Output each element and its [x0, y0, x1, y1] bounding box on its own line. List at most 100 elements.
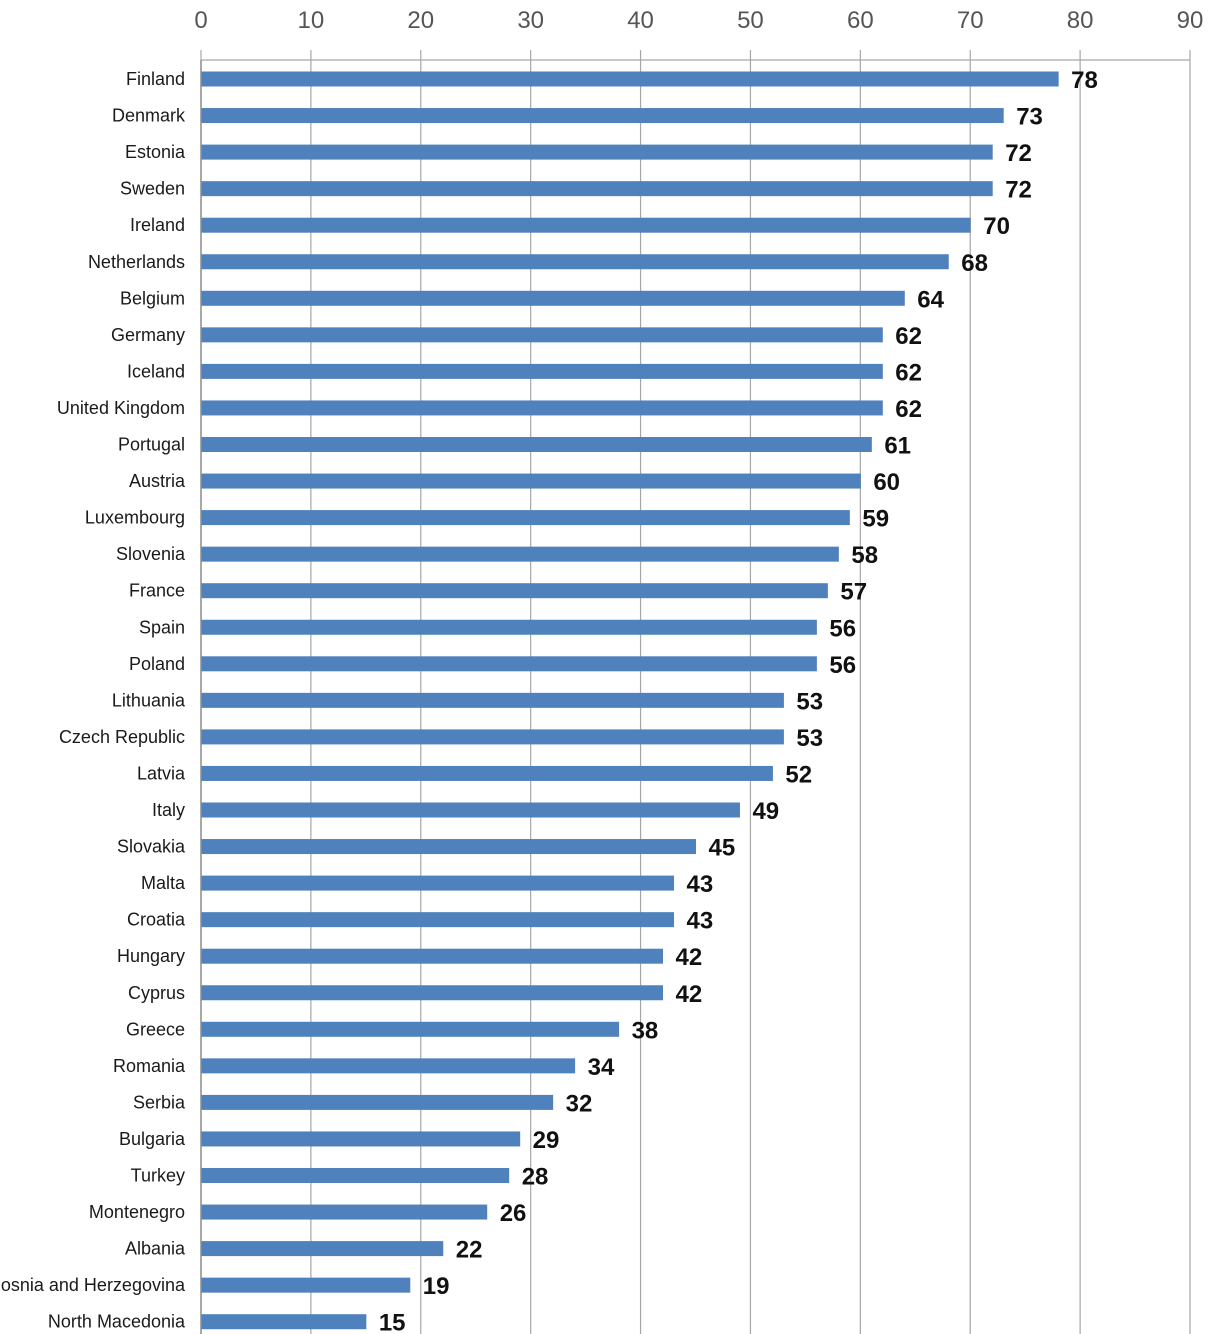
- bar: [201, 400, 883, 416]
- category-label: Czech Republic: [59, 727, 185, 747]
- bar: [201, 1314, 367, 1330]
- category-label: Iceland: [127, 361, 185, 381]
- category-label: United Kingdom: [57, 398, 185, 418]
- category-label: Netherlands: [88, 252, 185, 272]
- bar: [201, 1204, 488, 1220]
- data-label: 43: [687, 871, 714, 898]
- category-label: Portugal: [118, 435, 185, 455]
- bar: [201, 363, 883, 379]
- data-label: 73: [1016, 104, 1043, 131]
- data-label: 42: [676, 981, 703, 1008]
- bar: [201, 108, 1004, 124]
- data-label: 53: [796, 725, 823, 752]
- category-label: Romania: [113, 1056, 186, 1076]
- data-label: 42: [676, 944, 703, 971]
- category-label: Slovenia: [116, 544, 186, 564]
- x-tick-label: 20: [407, 7, 434, 34]
- data-label: 72: [1005, 177, 1032, 204]
- bar: [201, 144, 993, 160]
- data-label: 32: [566, 1090, 593, 1117]
- category-label: Croatia: [127, 910, 186, 930]
- category-label: Latvia: [137, 763, 186, 783]
- data-label: 70: [983, 213, 1010, 240]
- category-label: Cyprus: [128, 983, 185, 1003]
- category-label: Ireland: [130, 215, 185, 235]
- category-label: North Macedonia: [48, 1312, 186, 1332]
- bar: [201, 656, 817, 672]
- category-label: Denmark: [112, 106, 186, 126]
- data-label: 68: [961, 250, 988, 277]
- category-label: Italy: [152, 800, 185, 820]
- data-label: 64: [917, 286, 944, 313]
- data-label: 15: [379, 1310, 406, 1334]
- data-label: 57: [840, 579, 867, 606]
- data-label: 28: [522, 1164, 549, 1191]
- bar: [201, 765, 773, 781]
- category-label: Slovakia: [117, 837, 186, 857]
- data-label: 49: [752, 798, 779, 825]
- data-label: 62: [895, 323, 922, 350]
- bar: [201, 254, 949, 270]
- category-label: Sweden: [120, 179, 185, 199]
- x-tick-label: 50: [737, 7, 764, 34]
- x-tick-label: 90: [1177, 7, 1204, 34]
- bar: [201, 875, 675, 891]
- data-label: 22: [456, 1237, 483, 1264]
- category-label: Finland: [126, 69, 185, 89]
- bar: [201, 839, 696, 855]
- data-label: 45: [709, 835, 736, 862]
- category-label: Bosnia and Herzegovina: [0, 1275, 186, 1295]
- data-labels: 7873727270686462626261605958575656535352…: [379, 67, 1098, 1334]
- x-tick-label: 80: [1067, 7, 1094, 34]
- bar: [201, 546, 839, 562]
- data-label: 58: [851, 542, 878, 569]
- category-label: Estonia: [125, 142, 186, 162]
- bar: [201, 1021, 620, 1037]
- data-label: 53: [796, 688, 823, 715]
- data-label: 52: [785, 761, 812, 788]
- bar: [201, 437, 872, 452]
- bar: [201, 71, 1059, 87]
- data-label: 62: [895, 396, 922, 423]
- data-label: 56: [829, 652, 856, 679]
- category-label: Serbia: [133, 1092, 186, 1112]
- category-label: Germany: [111, 325, 185, 345]
- category-label: Bulgaria: [119, 1129, 186, 1149]
- bar: [201, 692, 784, 708]
- bar: [201, 985, 664, 1001]
- x-tick-label: 40: [627, 7, 654, 34]
- data-label: 59: [862, 506, 889, 533]
- category-label: France: [129, 581, 185, 601]
- bar: [201, 1241, 444, 1257]
- bar: [201, 729, 784, 745]
- category-label: Poland: [129, 654, 185, 674]
- bar: [201, 948, 664, 964]
- category-label: Luxembourg: [85, 508, 185, 528]
- x-tick-label: 30: [517, 7, 544, 34]
- data-label: 72: [1005, 140, 1032, 167]
- bar: [201, 912, 675, 928]
- category-label: Belgium: [120, 288, 185, 308]
- category-labels: Finland Denmark Estonia Sweden Ireland Nether…: [0, 69, 186, 1332]
- category-label: Austria: [129, 471, 186, 491]
- bar: [201, 290, 905, 306]
- category-label: Montenegro: [89, 1202, 185, 1222]
- data-label: 61: [884, 433, 911, 460]
- bars: [201, 71, 1059, 1330]
- data-label: 38: [632, 1017, 659, 1044]
- category-label: Turkey: [131, 1166, 185, 1186]
- x-axis-ticks: 0 10 20 30 40 50 60 70 80 90: [194, 7, 1204, 61]
- x-tick-label: 70: [957, 7, 984, 34]
- data-label: 34: [588, 1054, 615, 1081]
- category-label: Greece: [126, 1019, 185, 1039]
- category-label: Albania: [125, 1239, 186, 1259]
- data-label: 78: [1071, 67, 1098, 94]
- bar: [201, 510, 850, 526]
- bar: [201, 1277, 411, 1293]
- data-label: 60: [873, 469, 900, 496]
- x-tick-label: 10: [298, 7, 325, 34]
- bar: [201, 1058, 576, 1074]
- data-label: 29: [533, 1127, 560, 1154]
- category-label: Lithuania: [112, 690, 186, 710]
- bar: [201, 1168, 510, 1183]
